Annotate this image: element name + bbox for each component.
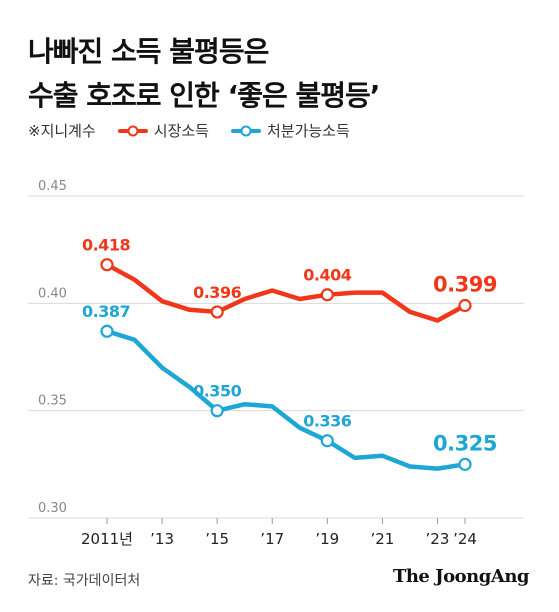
legend-market-swatch	[117, 125, 148, 136]
x-tick-label: ’19	[315, 530, 339, 548]
data-point	[320, 434, 334, 448]
data-label: 0.387	[82, 302, 130, 321]
data-label: 0.336	[303, 412, 351, 431]
x-tick-label: ’24	[453, 530, 477, 548]
legend-disposable-label: 처분가능소득	[266, 122, 350, 140]
legend: ※지니계수 시장소득 처분가능소득	[28, 120, 372, 141]
y-tick-label: 0.35	[38, 394, 67, 409]
title-line-1: 나빠진 소득 불평등은	[28, 35, 269, 68]
data-label: 0.404	[303, 266, 351, 285]
data-label: 0.350	[193, 382, 241, 401]
brand-logo: The JoongAng	[392, 566, 530, 587]
data-label: 0.396	[193, 283, 241, 302]
series-line-0	[104, 262, 468, 323]
y-tick-label: 0.30	[38, 501, 67, 516]
data-point	[210, 404, 224, 418]
data-point	[100, 258, 114, 272]
data-point	[210, 305, 224, 319]
x-tick-label: ’15	[205, 530, 229, 548]
data-point	[458, 457, 472, 471]
x-tick-label: ’17	[260, 530, 284, 548]
legend-disposable-swatch	[230, 125, 261, 136]
series-line-1	[104, 328, 468, 471]
source-note: 자료: 국가데이터처	[28, 573, 141, 589]
chart-title: 나빠진 소득 불평등은 수출 호조로 인한 ‘좋은 불평등’	[28, 30, 380, 118]
x-tick-label: ’21	[370, 530, 394, 548]
y-tick-label: 0.45	[38, 179, 67, 194]
legend-item-disposable: 처분가능소득	[230, 120, 350, 141]
data-label: 0.399	[433, 272, 497, 296]
legend-note: ※지니계수	[28, 122, 96, 140]
legend-market-label: 시장소득	[153, 122, 209, 140]
legend-item-market: 시장소득	[117, 120, 209, 141]
x-tick-label: 2011년	[81, 530, 133, 548]
y-tick-label: 0.40	[38, 286, 67, 301]
x-tick-label: ’23	[426, 530, 450, 548]
data-point	[100, 324, 114, 338]
x-tick-label: ’13	[150, 530, 174, 548]
data-label: 0.325	[433, 431, 497, 455]
data-point	[458, 298, 472, 313]
data-point	[320, 288, 334, 302]
data-label: 0.418	[82, 236, 130, 255]
title-line-2: 수출 호조로 인한 ‘좋은 불평등’	[28, 79, 380, 112]
